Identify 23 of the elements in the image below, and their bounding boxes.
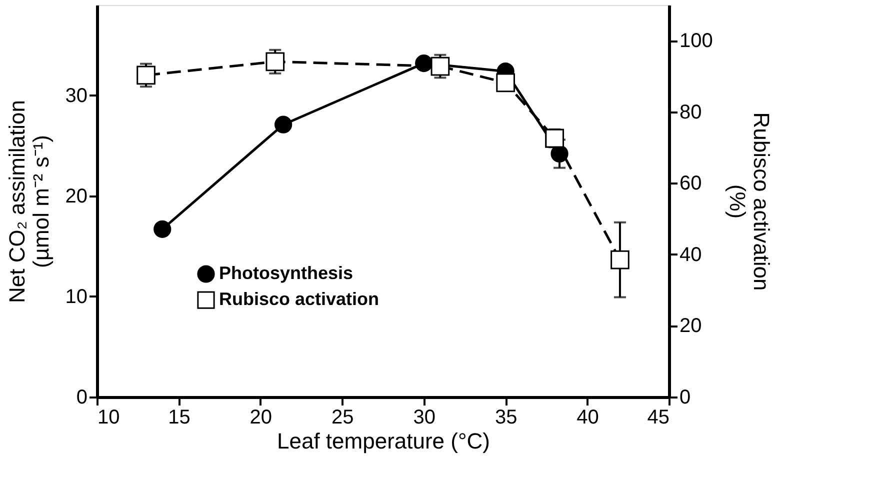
- x-tick-label: 35: [494, 406, 518, 428]
- y-tick-label: 10: [65, 286, 88, 308]
- x-tick-label: 40: [576, 406, 599, 428]
- y2-tick-label: 100: [680, 30, 713, 52]
- y2-tick-label: 60: [680, 172, 702, 195]
- y-tick-label: 30: [65, 84, 88, 107]
- y-tick-label: 0: [76, 386, 88, 408]
- y2-axis-title: Rubisco activation (%): [724, 112, 774, 291]
- x-tick-label: 45: [647, 406, 670, 428]
- x-tick-label: 10: [98, 406, 120, 428]
- x-axis-title: Leaf temperature (°C): [277, 428, 490, 454]
- y2-tick-label: 0: [680, 386, 691, 408]
- x-tick-label: 30: [413, 406, 436, 428]
- x-tick-label: 20: [250, 406, 272, 428]
- y-axis-title: Net CO₂ assimilation (µmol m⁻² s⁻¹): [4, 100, 54, 303]
- y2-tick-label: 40: [680, 244, 702, 266]
- x-tick-label: 25: [332, 406, 354, 428]
- legend-label: Photosynthesis: [219, 263, 354, 283]
- x-tick-label: 15: [168, 406, 190, 428]
- legend-label: Rubisco activation: [219, 289, 380, 309]
- y2-tick-label: 80: [680, 101, 702, 124]
- y-tick-label: 20: [65, 185, 88, 208]
- y2-tick-label: 20: [680, 315, 702, 338]
